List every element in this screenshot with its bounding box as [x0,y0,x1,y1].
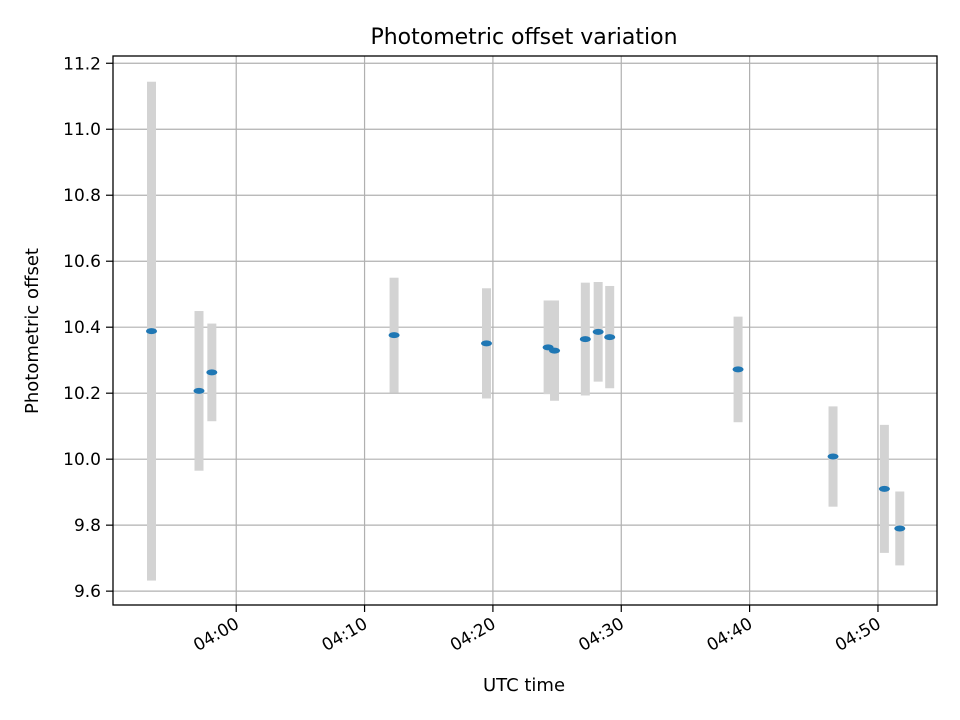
y-tick-label: 11.2 [63,54,101,74]
y-tick-label: 10.8 [63,186,101,206]
chart-title: Photometric offset variation [370,25,677,50]
data-point [894,525,906,532]
y-axis-ticks: 9.6 9.8 10.0 10.2 10.4 10.6 10.8 11.0 11.2 [63,54,113,602]
x-axis-label: UTC time [483,675,565,696]
data-point [480,340,492,347]
y-tick-label: 10.4 [63,318,101,338]
grid [113,56,937,605]
y-tick-label: 10.0 [63,450,101,470]
y-tick-label: 10.6 [63,252,101,272]
data-point [193,387,205,394]
data-point [592,328,604,335]
data-point [732,366,744,373]
y-tick-label: 10.2 [63,384,101,404]
data-point [549,347,561,354]
y-tick-label: 11.0 [63,120,101,140]
data-point [206,369,218,376]
data-points [146,328,906,532]
data-point [579,336,591,343]
y-tick-label: 9.6 [74,582,101,602]
y-tick-label: 9.8 [74,516,101,536]
data-point [146,328,158,335]
data-point [827,453,839,460]
data-point [878,485,890,492]
plot-frame [112,55,938,606]
data-point [604,334,616,341]
data-point [388,332,400,339]
y-axis-label: Photometric offset [22,248,43,414]
